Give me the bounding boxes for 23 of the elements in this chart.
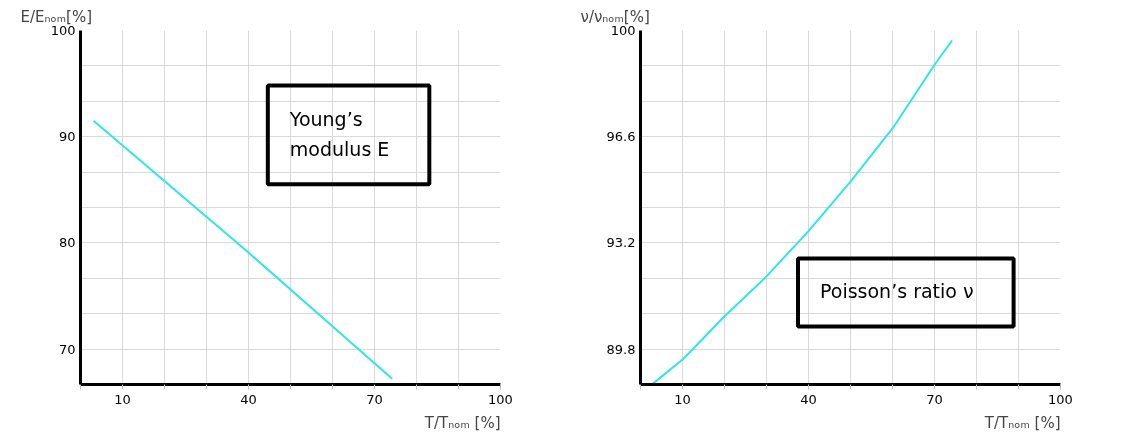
line-series [651, 39, 954, 385]
y-tick-label: 93.2 [606, 235, 636, 251]
x-tick-label: 40 [240, 391, 257, 407]
y-tick-label: 70 [58, 341, 76, 357]
y-tick-label: 100 [610, 23, 636, 38]
x-tick-label: 40 [800, 391, 817, 407]
x-tick-label: 100 [1048, 391, 1073, 407]
y-tick-label: 80 [58, 235, 76, 251]
y-tick-label: 89.8 [606, 341, 636, 357]
y-axis-title: ν/νₙₒₘ[%] [580, 7, 650, 26]
y-tick-label: 96.6 [606, 129, 636, 145]
x-tick-label: 70 [926, 391, 943, 407]
y-axis-title: E/Eₙₒₘ[%] [20, 7, 92, 26]
annotation: Poisson’s ratio ν [820, 280, 974, 303]
x-tick-label: 10 [674, 391, 691, 407]
annotation: Young’s modulus E [288, 107, 390, 161]
x-axis-title: T/Tₙₒₘ [%] [983, 413, 1061, 432]
x-tick-label: 10 [114, 391, 131, 407]
y-tick-label: 100 [50, 23, 76, 38]
y-tick-label: 90 [58, 129, 76, 145]
x-axis-title: T/Tₙₒₘ [%] [423, 413, 501, 432]
x-tick-label: 70 [366, 391, 383, 407]
x-tick-label: 100 [488, 391, 513, 407]
